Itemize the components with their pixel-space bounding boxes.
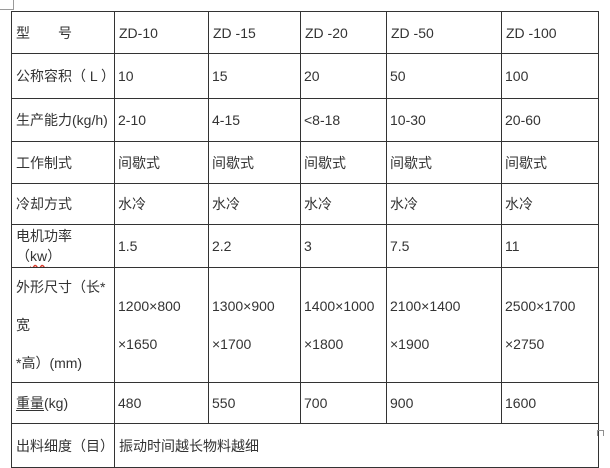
paragraph-mark-artifact [597,430,604,436]
label-text: 电机功率（ [16,228,72,264]
table-row-nominal-volume: 公称容积（ L ） 10 15 20 50 100 [11,53,599,99]
cell-weight-4: 1600 [501,382,599,424]
cell-production-capacity-1: 4-15 [208,98,301,142]
cell-work-mode-2: 间歇式 [300,141,387,184]
cell-weight-2: 700 [300,382,387,424]
cell-weight-0: 480 [114,382,209,424]
row-label-cooling-mode: 冷却方式 [11,183,115,225]
table-row-dimensions: 外形尺寸（长*宽 *高）(mm) 1200×800 ×1650 1300×900 ×… [11,267,599,383]
cell-work-mode-4: 间歇式 [501,141,599,184]
row-label-motor-power: 电机功率（kw） [11,224,115,268]
label-text: (kg) [44,395,69,411]
cell-motor-power-4: 11 [501,224,599,268]
row-label-output-fineness: 出料细度（目） [11,423,115,468]
cell-work-mode-0: 间歇式 [114,141,209,184]
cell-production-capacity-3: 10-30 [386,98,502,142]
cell-dimensions-0: 1200×800 ×1650 [114,267,209,383]
cell-production-capacity-4: 20-60 [501,98,599,142]
cell-dimensions-1: 1300×900 ×1700 [208,267,301,383]
row-label-weight: 重量(kg) [11,382,115,424]
cell-dimensions-3: 2100×1400 ×1900 [386,267,502,383]
cell-motor-power-0: 1.5 [114,224,209,268]
column-header-zd-100: ZD -100 [501,11,599,54]
cell-cooling-mode-0: 水冷 [114,183,209,225]
cell-weight-3: 900 [386,382,502,424]
row-label-dimensions: 外形尺寸（长*宽 *高）(mm) [11,267,115,383]
outer-border-fragment-vertical [13,0,14,10]
spellcheck-squiggle-text: kw [30,248,48,264]
table-row-motor-power: 电机功率（kw） 1.5 2.2 3 7.5 11 [11,224,599,268]
cell-cooling-mode-3: 水冷 [386,183,502,225]
cell-production-capacity-0: 2-10 [114,98,209,142]
cell-nominal-volume-1: 15 [208,53,301,99]
cell-work-mode-3: 间歇式 [386,141,502,184]
table-row-production-capacity: 生产能力(kg/h) 2-10 4-15 <8-18 10-30 20-60 [11,98,599,142]
row-label-production-capacity: 生产能力(kg/h) [11,98,115,142]
cell-cooling-mode-2: 水冷 [300,183,387,225]
table-row-cooling-mode: 冷却方式 水冷 水冷 水冷 水冷 水冷 [11,183,599,225]
cell-output-fineness-merged: 振动时间越长物料越细 [114,423,599,468]
cell-nominal-volume-3: 50 [386,53,502,99]
table-row-weight: 重量(kg) 480 550 700 900 1600 [11,382,599,424]
outer-border-fragment-horizontal [0,9,13,10]
product-spec-table: 型 号 ZD-10 ZD -15 ZD -20 ZD -50 ZD -100 公称容积（ … [11,11,599,468]
label-text: ） [47,248,62,264]
cell-motor-power-2: 3 [300,224,387,268]
cell-dimensions-2: 1400×1000 ×1800 [300,267,387,383]
column-header-zd-20: ZD -20 [300,11,387,54]
cell-motor-power-1: 2.2 [208,224,301,268]
header-model-label: 型 号 [11,11,115,54]
cell-cooling-mode-1: 水冷 [208,183,301,225]
cell-weight-1: 550 [208,382,301,424]
cell-motor-power-3: 7.5 [386,224,502,268]
table-row-output-fineness: 出料细度（目） 振动时间越长物料越细 [11,423,599,468]
cell-work-mode-1: 间歇式 [208,141,301,184]
column-header-zd-50: ZD -50 [386,11,502,54]
underlined-text: 重量 [16,395,44,411]
table-header-row: 型 号 ZD-10 ZD -15 ZD -20 ZD -50 ZD -100 [11,11,599,54]
cell-dimensions-4: 2500×1700 ×2750 [501,267,599,383]
row-label-work-mode: 工作制式 [11,141,115,184]
column-header-zd-10: ZD-10 [114,11,209,54]
cell-cooling-mode-4: 水冷 [501,183,599,225]
cell-nominal-volume-0: 10 [114,53,209,99]
table-row-work-mode: 工作制式 间歇式 间歇式 间歇式 间歇式 间歇式 [11,141,599,184]
cell-nominal-volume-2: 20 [300,53,387,99]
column-header-zd-15: ZD -15 [208,11,301,54]
cell-nominal-volume-4: 100 [501,53,599,99]
cell-production-capacity-2: <8-18 [300,98,387,142]
row-label-nominal-volume: 公称容积（ L ） [11,53,115,99]
